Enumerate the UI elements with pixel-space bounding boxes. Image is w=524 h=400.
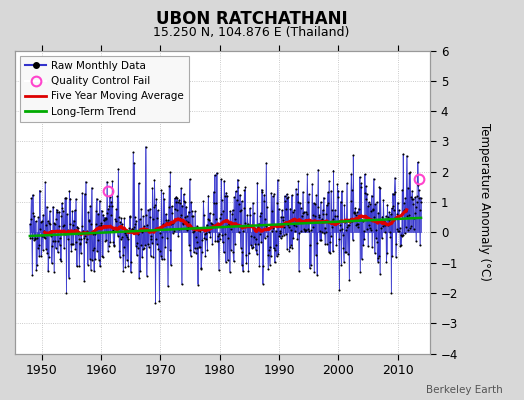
Text: 15.250 N, 104.876 E (Thailand): 15.250 N, 104.876 E (Thailand) <box>154 26 350 39</box>
Text: UBON RATCHATHANI: UBON RATCHATHANI <box>156 10 347 28</box>
Legend: Raw Monthly Data, Quality Control Fail, Five Year Moving Average, Long-Term Tren: Raw Monthly Data, Quality Control Fail, … <box>20 56 189 122</box>
Y-axis label: Temperature Anomaly (°C): Temperature Anomaly (°C) <box>478 123 490 281</box>
Text: Berkeley Earth: Berkeley Earth <box>427 385 503 395</box>
